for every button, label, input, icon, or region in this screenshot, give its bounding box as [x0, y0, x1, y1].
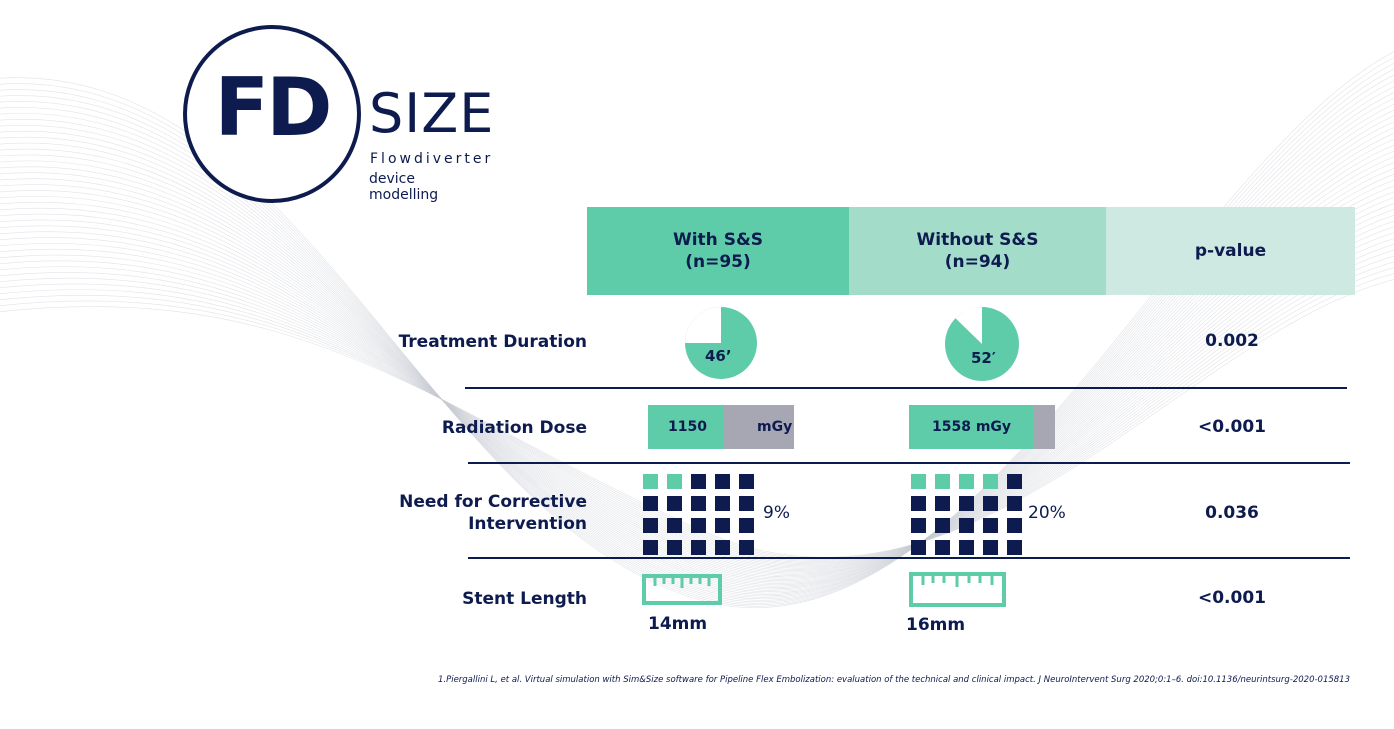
dose-bar-without-ss: 1558 mGy: [909, 405, 1055, 449]
background-wave-line: [0, 255, 1394, 562]
grid-square: [715, 518, 730, 533]
grid-square-highlighted: [959, 474, 974, 489]
background-wave-line: [0, 197, 1394, 574]
grid-square: [643, 518, 658, 533]
dose-bar-with-ss-fill: 1150: [648, 405, 723, 449]
grid-square: [1007, 540, 1022, 555]
row-label-corrective-line2: Intervention: [468, 514, 587, 534]
grid-square: [1007, 496, 1022, 511]
grid-square: [715, 474, 730, 489]
pie-without-ss: [945, 307, 1019, 381]
grid-square: [959, 518, 974, 533]
grid-square: [691, 518, 706, 533]
pie-with-ss: [685, 307, 757, 379]
logo-subtitle-line2: device modelling: [369, 171, 439, 203]
dose-with-ss-value: 1150: [668, 419, 707, 435]
grid-square: [1007, 474, 1022, 489]
background-wave-line: [0, 261, 1394, 561]
logo-circle: [183, 25, 361, 203]
grid-square: [667, 540, 682, 555]
row-divider: [468, 462, 1350, 464]
header-with-ss-label: With S&S: [672, 230, 764, 250]
row-label-treatment-duration: Treatment Duration: [398, 332, 587, 352]
p-value-treatment-duration: 0.002: [1205, 331, 1259, 351]
grid-square-highlighted: [667, 474, 682, 489]
pie-with-ss-label: 46’: [705, 347, 732, 365]
background-wave-line: [0, 179, 1394, 577]
logo-subtitle-line1: Flowdiverter: [370, 151, 494, 167]
grid-square: [983, 496, 998, 511]
header-p-value: p-value: [1106, 207, 1355, 295]
background-wave-line: [0, 168, 1394, 580]
header-without-ss-label: Without S&S: [916, 230, 1039, 250]
grid-square: [935, 518, 950, 533]
grid-square: [691, 540, 706, 555]
logo-mark: FD: [214, 61, 332, 154]
reference-citation: 1.Piergallini L, et al. Virtual simulati…: [437, 675, 1350, 685]
grid-square: [1007, 518, 1022, 533]
dose-bar-with-ss: 1150 mGy: [648, 405, 794, 449]
background-wave-line: [0, 250, 1394, 563]
grid-square: [959, 496, 974, 511]
logo-word: SIZE: [369, 82, 495, 145]
grid-square: [739, 540, 754, 555]
grid-square: [691, 496, 706, 511]
row-divider: [468, 557, 1350, 559]
dose-with-ss-unit: mGy: [757, 419, 793, 435]
grid-square: [643, 496, 658, 511]
square-grid-with-ss: [643, 474, 754, 555]
corrective-with-ss-percent: 9%: [763, 503, 790, 523]
grid-square: [911, 518, 926, 533]
pie-without-ss-label: 52′: [971, 349, 996, 367]
header-without-ss: Without S&S (n=94): [849, 207, 1106, 295]
dose-without-ss-value: 1558 mGy: [932, 419, 1012, 435]
background-wave-line: [0, 267, 1394, 560]
corrective-without-ss-percent: 20%: [1028, 503, 1066, 523]
grid-square: [935, 496, 950, 511]
row-label-stent-length: Stent Length: [462, 589, 587, 609]
background-wave-line: [0, 162, 1394, 581]
grid-square: [935, 540, 950, 555]
square-grid-without-ss: [911, 474, 1022, 555]
header-without-ss-n: (n=94): [944, 252, 1011, 272]
grid-square: [715, 496, 730, 511]
row-divider: [465, 387, 1347, 389]
grid-square: [691, 474, 706, 489]
grid-square: [983, 518, 998, 533]
p-value-stent-length: <0.001: [1197, 588, 1267, 608]
row-label-corrective-intervention: Need for Corrective Intervention: [399, 491, 587, 535]
dose-bar-with-ss-rest: mGy: [723, 405, 794, 449]
grid-square-highlighted: [911, 474, 926, 489]
dose-bar-without-ss-fill: 1558 mGy: [909, 405, 1033, 449]
grid-square: [643, 540, 658, 555]
dose-bar-without-ss-rest: [1033, 405, 1055, 449]
header-with-ss: With S&S (n=95): [587, 207, 849, 295]
p-value-radiation-dose: <0.001: [1197, 417, 1267, 437]
grid-square: [667, 496, 682, 511]
grid-square: [739, 474, 754, 489]
grid-square: [667, 518, 682, 533]
grid-square: [715, 540, 730, 555]
background-wave-line: [0, 191, 1394, 575]
grid-square: [911, 496, 926, 511]
row-label-corrective-line1: Need for Corrective: [399, 492, 587, 512]
row-label-radiation-dose: Radiation Dose: [441, 418, 587, 438]
grid-square: [983, 540, 998, 555]
grid-square: [959, 540, 974, 555]
grid-square: [739, 496, 754, 511]
grid-square-highlighted: [983, 474, 998, 489]
grid-square: [911, 540, 926, 555]
background-wave-line: [0, 174, 1394, 579]
header-p-value-label: p-value: [1194, 241, 1267, 261]
stent-length-with-ss: 14mm: [648, 614, 708, 634]
p-value-corrective-intervention: 0.036: [1205, 503, 1259, 523]
stent-length-without-ss: 16mm: [906, 615, 966, 635]
header-with-ss-n: (n=95): [685, 252, 751, 272]
grid-square-highlighted: [935, 474, 950, 489]
grid-square-highlighted: [643, 474, 658, 489]
ruler-icon: [642, 574, 722, 605]
grid-square: [739, 518, 754, 533]
ruler-icon: [909, 572, 1006, 607]
